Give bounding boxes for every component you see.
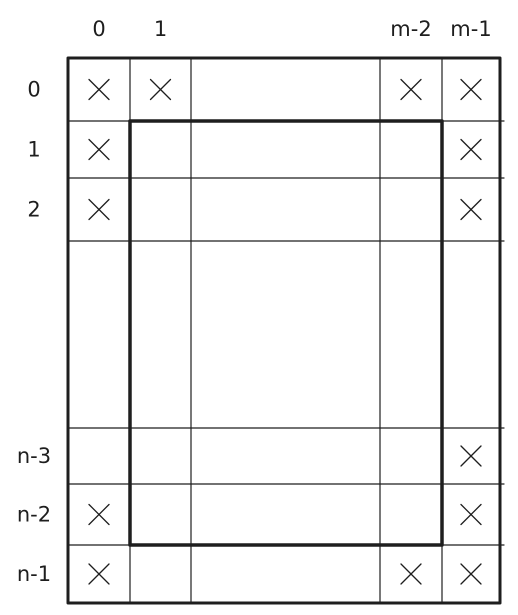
cross-stroke bbox=[88, 138, 110, 161]
row-label: 1 bbox=[27, 138, 40, 162]
cross-stroke bbox=[460, 198, 482, 221]
cross-stroke bbox=[88, 563, 110, 585]
column-label: 0 bbox=[92, 17, 105, 41]
row-label: n-2 bbox=[17, 503, 51, 527]
cross-stroke bbox=[460, 78, 482, 101]
cross-icon bbox=[88, 198, 110, 221]
cross-stroke bbox=[460, 138, 482, 161]
cross-stroke bbox=[88, 198, 110, 221]
column-label: 1 bbox=[154, 17, 167, 41]
row-label: 2 bbox=[27, 198, 40, 222]
cross-icon bbox=[460, 445, 482, 467]
cross-icon bbox=[88, 138, 110, 161]
cross-stroke bbox=[460, 563, 482, 585]
cross-icon bbox=[88, 503, 110, 526]
outer-border bbox=[66, 56, 502, 605]
row-label: 0 bbox=[27, 78, 40, 102]
cross-stroke bbox=[149, 78, 172, 101]
cross-stroke bbox=[88, 503, 110, 526]
inner-border bbox=[128, 119, 444, 547]
cross-icon bbox=[88, 563, 110, 585]
cross-icon bbox=[400, 563, 422, 585]
cross-icon bbox=[460, 563, 482, 585]
row-labels: 0 1 2 n-3 n-2 n-1 bbox=[17, 78, 51, 587]
cross-stroke bbox=[400, 78, 422, 101]
row-label: n-1 bbox=[17, 562, 51, 586]
marked-cells bbox=[88, 78, 482, 585]
cross-stroke bbox=[400, 563, 422, 585]
grid-lines bbox=[67, 57, 505, 604]
cross-icon bbox=[149, 78, 172, 101]
cross-icon bbox=[400, 78, 422, 101]
cross-icon bbox=[460, 138, 482, 161]
cross-icon bbox=[88, 78, 110, 101]
cross-icon bbox=[460, 78, 482, 101]
cross-stroke bbox=[460, 503, 482, 526]
cross-icon bbox=[460, 503, 482, 526]
cross-stroke bbox=[88, 78, 110, 101]
column-labels: 0 1 m-2 m-1 bbox=[92, 17, 491, 41]
column-label: m-1 bbox=[450, 17, 491, 41]
column-label: m-2 bbox=[390, 17, 431, 41]
cross-stroke bbox=[460, 445, 482, 467]
row-label: n-3 bbox=[17, 444, 51, 468]
cross-icon bbox=[460, 198, 482, 221]
